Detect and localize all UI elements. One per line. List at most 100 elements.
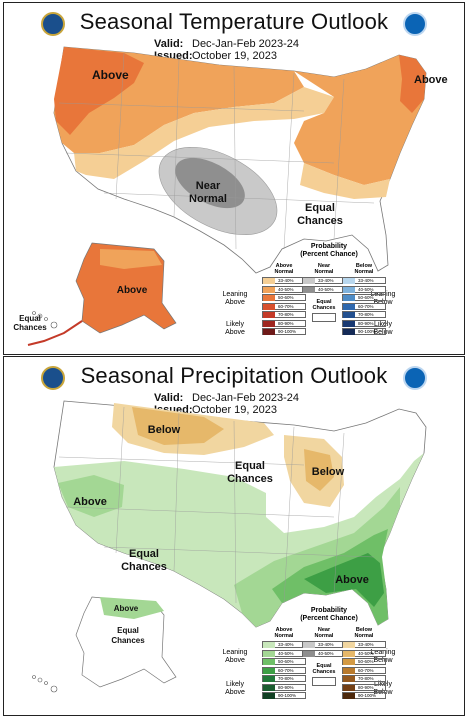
legend-swatch: 80-90% (342, 319, 386, 327)
legend-swatch-label: 40-50% (358, 286, 374, 292)
legend-swatch-label: 70-80% (358, 312, 374, 317)
legend-head-1: Above (275, 263, 293, 269)
legend-swatch: 40-50% (262, 285, 306, 293)
legend-swatches: 33-40% 40-50% 50-60% 60-70% 70-80% 80-90% 90-1… (262, 277, 306, 335)
legend-swatch-color (263, 312, 275, 318)
precipitation-title: Seasonal Precipitation Outlook (80, 363, 388, 388)
legend-swatch-color (303, 642, 315, 648)
precip-legend-near-col: Near Normal 33-40% 40-50% Equal Chances (302, 627, 346, 686)
legend-swatch-color (263, 642, 275, 648)
legend-swatch-label: 70-80% (278, 312, 294, 317)
legend-swatch: 60-70% (262, 666, 306, 674)
precip-below-north-core (132, 407, 224, 445)
legend-swatch: 40-50% (302, 285, 346, 293)
legend-swatch: 60-70% (342, 302, 386, 310)
label-equal-alaska: Equal (117, 626, 139, 635)
legend-swatch-color (343, 684, 355, 691)
legend-swatch-label: 60-70% (358, 667, 374, 673)
side-text: Above (225, 657, 245, 664)
legend-swatch-color (343, 667, 355, 674)
legend-title-2: (Percent Chance) (300, 251, 358, 258)
side-text: Likely (374, 321, 392, 328)
hawaii-islands (32, 311, 58, 329)
legend-swatches: 33-40% 40-50% (302, 641, 346, 657)
ec-2: Chances (312, 304, 336, 311)
legend-head: Below Normal (342, 263, 386, 277)
legend-swatch: 50-60% (262, 658, 306, 665)
label-chances-alaska: Chances (111, 636, 145, 645)
temp-likely-below: Likely Below (366, 321, 400, 337)
valid-value: Dec-Jan-Feb 2023-24 (192, 392, 300, 404)
legend-swatch-label: 80-90% (358, 320, 374, 326)
legend-swatch-color (263, 320, 275, 327)
legend-swatch-label: 50-60% (358, 659, 374, 664)
legend-swatch-label: 40-50% (278, 286, 294, 292)
precip-leaning-below: Leaning Below (366, 649, 400, 665)
legend-swatch-label: 33-40% (278, 642, 294, 647)
legend-swatch: 90-100% (262, 692, 306, 699)
label-above-west: Above (73, 496, 107, 508)
doc-seal-logo (41, 366, 65, 390)
legend-swatch: 40-50% (342, 649, 386, 657)
legend-title-1: Probability (310, 243, 348, 250)
ec-2: Chances (312, 668, 336, 675)
precip-leaning-above: Leaning Above (218, 649, 252, 665)
legend-swatch-color (263, 329, 275, 335)
temp-above-west-core (54, 47, 144, 135)
legend-swatch: 70-80% (262, 311, 306, 318)
precip-legend-title: Probability (Percent Chance) (254, 607, 404, 623)
temp-leaning-above: Leaning Above (218, 291, 252, 307)
legend-equal-chances: Equal Chances (302, 299, 346, 311)
label-equal-sw: Equal (129, 548, 159, 560)
legend-head-1: Below (355, 263, 373, 269)
legend-swatch: 33-40% (262, 641, 306, 648)
label-chances: Chances (297, 215, 343, 227)
legend-swatch: 33-40% (342, 277, 386, 284)
legend-swatch-label: 60-70% (278, 303, 294, 309)
legend-swatch-label: 40-50% (318, 286, 334, 292)
alaska-outline (75, 596, 177, 688)
legend-head-1: Above (275, 627, 293, 633)
legend-swatch-color (343, 650, 355, 657)
legend-swatch-label: 50-60% (358, 295, 374, 300)
precip-legend-below-col: Below Normal 33-40% 40-50% 50-60% 60-70% 70-8… (342, 627, 386, 701)
temp-near-normal-core (175, 157, 245, 209)
legend-head-2: Normal (314, 269, 334, 275)
side-text: Above (225, 299, 245, 306)
temperature-meta: Valid: Dec-Jan-Feb 2023-24 Issued:October… (154, 38, 299, 62)
legend-swatch-label: 33-40% (318, 278, 334, 283)
legend-swatch-color (343, 312, 355, 318)
legend-swatch: 50-60% (342, 294, 386, 301)
legend-swatch-color (343, 676, 355, 682)
legend-swatches: 33-40% 40-50% 50-60% 60-70% 70-80% 80-90% 90-1… (262, 641, 306, 699)
side-text: Leaning (222, 649, 248, 656)
legend-swatch-color (343, 659, 355, 665)
legend-swatch: 70-80% (342, 675, 386, 682)
legend-swatch-color (263, 650, 275, 657)
legend-head-2: Normal (274, 633, 294, 639)
legend-title-2: (Percent Chance) (300, 615, 358, 622)
aleutians (27, 320, 83, 346)
legend-swatch-color (263, 667, 275, 674)
temp-legend-near-col: Near Normal 33-40% 40-50% Equal Chances (302, 263, 346, 322)
legend-head-2: Normal (354, 633, 374, 639)
legend-swatches: 33-40% 40-50% 50-60% 60-70% 70-80% 80-90% 90-1… (342, 641, 386, 699)
side-text: Below (373, 329, 393, 336)
legend-swatch-label: 33-40% (358, 278, 374, 283)
legend-swatch: 33-40% (302, 641, 346, 648)
legend-swatch-color (343, 286, 355, 293)
legend-title-1: Probability (310, 607, 348, 614)
legend-swatch: 90-100% (262, 328, 306, 335)
legend-swatch-label: 33-40% (318, 642, 334, 647)
legend-swatch: 50-60% (342, 658, 386, 665)
temp-likely-above: Likely Above (218, 321, 252, 337)
legend-swatch-label: 90-100% (358, 693, 377, 698)
legend-swatch-color (343, 278, 355, 284)
legend-swatch-color (263, 295, 275, 301)
legend-swatch-label: 50-60% (278, 295, 294, 300)
legend-swatch-color (343, 329, 355, 335)
legend-swatch: 60-70% (262, 302, 306, 310)
issued-value: October 19, 2023 (192, 404, 278, 416)
legend-swatch: 40-50% (302, 649, 346, 657)
legend-swatch: 33-40% (262, 277, 306, 284)
